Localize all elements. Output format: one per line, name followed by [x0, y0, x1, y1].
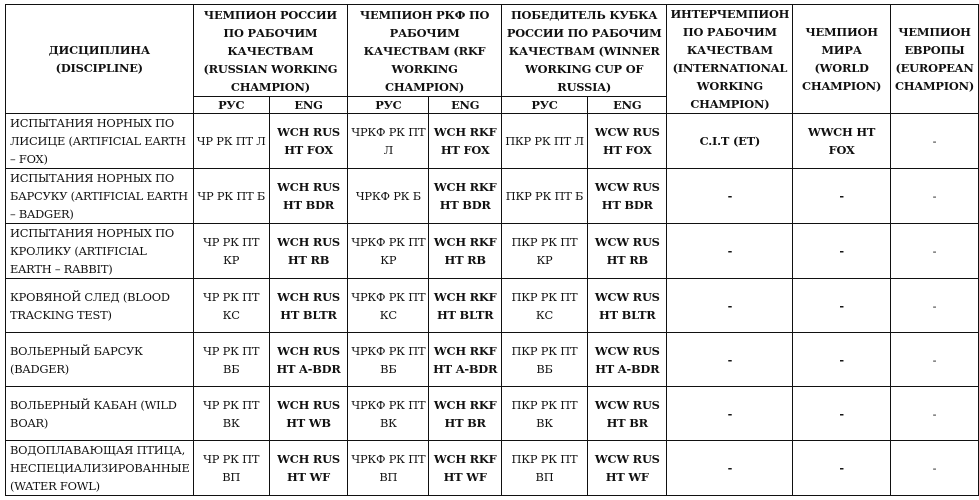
cell-discipline: ИСПЫТАНИЯ НОРНЫХ ПО БАРСУКУ (ARTIFICIAL …: [5, 168, 194, 224]
cell-europe: -: [889, 440, 979, 496]
cell-international: -: [666, 223, 794, 279]
cell-cup-eng: WCW RUS HT RB: [587, 223, 668, 279]
cell-international: -: [666, 386, 794, 441]
header-discipline: ДИСЦИПЛИНА (DISCIPLINE): [5, 4, 194, 114]
cell-international: C.I.T (ET): [666, 113, 794, 169]
cell-discipline: ИСПЫТАНИЯ НОРНЫХ ПО КРОЛИКУ (ARTIFICIAL …: [5, 223, 194, 279]
cell-international: -: [666, 332, 794, 387]
cell-rkf-rus: ЧРКФ РК ПТ ВБ: [347, 332, 430, 387]
cell-world: -: [792, 278, 891, 333]
cell-world: -: [792, 223, 891, 279]
cell-cup-rus: ПКР РК ПТ Б: [500, 168, 589, 224]
header-russian-champion: ЧЕМПИОН РОССИИ ПО РАБОЧИМ КАЧЕСТВАМ (RUS…: [192, 4, 349, 97]
cell-ru-eng: WCH RUS HT WF: [268, 440, 349, 496]
table-row: ВОЛЬЕРНЫЙ КАБАН (WILD BOAR) ЧР РК ПТ ВК WC…: [5, 386, 979, 441]
cell-discipline: КРОВЯНОЙ СЛЕД (BLOOD TRACKING TEST): [5, 278, 194, 333]
table-body: ИСПЫТАНИЯ НОРНЫХ ПО ЛИСИЦЕ (ARTIFICIAL E…: [5, 113, 979, 496]
cell-cup-eng: WCW RUS HT WF: [587, 440, 668, 496]
cell-cup-rus: ПКР РК ПТ ВП: [500, 440, 589, 496]
cell-discipline: ВОЛЬЕРНЫЙ БАРСУК (BADGER): [5, 332, 194, 387]
cell-discipline: ВОДОПЛАВАЮЩАЯ ПТИЦА, НЕСПЕЦИАЛИЗИРОВАННЫ…: [5, 440, 194, 496]
subheader-eng: ENG: [268, 96, 349, 114]
cell-rkf-rus: ЧРКФ РК ПТ КР: [347, 223, 430, 279]
cell-cup-rus: ПКР РК ПТ ВК: [500, 386, 589, 441]
cell-ru-eng: WCH RUS HT RB: [268, 223, 349, 279]
cell-international: -: [666, 168, 794, 224]
cell-ru-rus: ЧР РК ПТ КС: [192, 278, 270, 333]
titles-table: ДИСЦИПЛИНА (DISCIPLINE) ЧЕМПИОН РОССИИ П…: [5, 4, 979, 496]
header-europe: ЧЕМПИОН ЕВРОПЫ (EUROPEAN CHAMPION): [889, 4, 979, 114]
cell-world: -: [792, 332, 891, 387]
cell-cup-rus: ПКР РК ПТ Л: [500, 113, 589, 169]
cell-world: -: [792, 168, 891, 224]
cell-cup-rus: ПКР РК ПТ ВБ: [500, 332, 589, 387]
cell-cup-eng: WCW RUS HT BLTR: [587, 278, 668, 333]
cell-cup-rus: ПКР РК ПТ КР: [500, 223, 589, 279]
header-cup-winner: ПОБЕДИТЕЛЬ КУБКА РОССИИ ПО РАБОЧИМ КАЧЕС…: [500, 4, 668, 97]
cell-rkf-eng: WCH RKF HT BLTR: [428, 278, 502, 333]
subheader-rus: РУС: [347, 96, 430, 114]
cell-europe: -: [889, 386, 979, 441]
cell-rkf-rus: ЧРКФ РК ПТ ВК: [347, 386, 430, 441]
cell-ru-rus: ЧР РК ПТ Б: [192, 168, 270, 224]
cell-cup-eng: WCW RUS HT BDR: [587, 168, 668, 224]
subheader-rus: РУС: [500, 96, 589, 114]
cell-cup-rus: ПКР РК ПТ КС: [500, 278, 589, 333]
cell-ru-eng: WCH RUS HT BLTR: [268, 278, 349, 333]
cell-international: -: [666, 278, 794, 333]
cell-europe: -: [889, 278, 979, 333]
cell-cup-eng: WCW RUS HT FOX: [587, 113, 668, 169]
subheader-rus: РУС: [192, 96, 270, 114]
cell-world: -: [792, 386, 891, 441]
cell-ru-rus: ЧР РК ПТ ВК: [192, 386, 270, 441]
cell-rkf-eng: WCH RKF HT A-BDR: [428, 332, 502, 387]
header-international: ИНТЕРЧЕМПИОН ПО РАБОЧИМ КАЧЕСТВАМ (INTER…: [666, 4, 794, 114]
cell-ru-rus: ЧР РК ПТ Л: [192, 113, 270, 169]
table-row: ИСПЫТАНИЯ НОРНЫХ ПО КРОЛИКУ (ARTIFICIAL …: [5, 223, 979, 279]
cell-ru-eng: WCH RUS HT WB: [268, 386, 349, 441]
table-row: ВОЛЬЕРНЫЙ БАРСУК (BADGER) ЧР РК ПТ ВБ WCH …: [5, 332, 979, 387]
header-rkf-champion: ЧЕМПИОН РКФ ПО РАБОЧИМ КАЧЕСТВАМ (RKF WO…: [347, 4, 502, 97]
header-world: ЧЕМПИОН МИРА (WORLD CHAMPION): [792, 4, 891, 114]
cell-ru-eng: WCH RUS HT A-BDR: [268, 332, 349, 387]
cell-discipline: ИСПЫТАНИЯ НОРНЫХ ПО ЛИСИЦЕ (ARTIFICIAL E…: [5, 113, 194, 169]
cell-rkf-rus: ЧРКФ РК ПТ Л: [347, 113, 430, 169]
cell-rkf-rus: ЧРКФ РК ПТ КС: [347, 278, 430, 333]
table-row: ИСПЫТАНИЯ НОРНЫХ ПО БАРСУКУ (ARTIFICIAL …: [5, 168, 979, 224]
cell-europe: -: [889, 168, 979, 224]
cell-cup-eng: WCW RUS HT BR: [587, 386, 668, 441]
table-row: ИСПЫТАНИЯ НОРНЫХ ПО ЛИСИЦЕ (ARTIFICIAL E…: [5, 113, 979, 169]
cell-ru-rus: ЧР РК ПТ КР: [192, 223, 270, 279]
cell-ru-eng: WCH RUS HT BDR: [268, 168, 349, 224]
cell-rkf-eng: WCH RKF HT FOX: [428, 113, 502, 169]
table-row: ВОДОПЛАВАЮЩАЯ ПТИЦА, НЕСПЕЦИАЛИЗИРОВАННЫ…: [5, 440, 979, 496]
cell-europe: -: [889, 223, 979, 279]
cell-discipline: ВОЛЬЕРНЫЙ КАБАН (WILD BOAR): [5, 386, 194, 441]
cell-ru-rus: ЧР РК ПТ ВБ: [192, 332, 270, 387]
cell-cup-eng: WCW RUS HT A-BDR: [587, 332, 668, 387]
cell-rkf-rus: ЧРКФ РК Б: [347, 168, 430, 224]
cell-rkf-eng: WCH RKF HT BR: [428, 386, 502, 441]
cell-international: -: [666, 440, 794, 496]
cell-rkf-rus: ЧРКФ РК ПТ ВП: [347, 440, 430, 496]
cell-europe: -: [889, 113, 979, 169]
cell-rkf-eng: WCH RKF HT RB: [428, 223, 502, 279]
subheader-eng: ENG: [428, 96, 502, 114]
cell-europe: -: [889, 332, 979, 387]
cell-ru-eng: WCH RUS HT FOX: [268, 113, 349, 169]
table-row: КРОВЯНОЙ СЛЕД (BLOOD TRACKING TEST) ЧР РК…: [5, 278, 979, 333]
cell-rkf-eng: WCH RKF HT WF: [428, 440, 502, 496]
cell-world: -: [792, 440, 891, 496]
cell-rkf-eng: WCH RKF HT BDR: [428, 168, 502, 224]
subheader-eng: ENG: [587, 96, 668, 114]
cell-world: WWCH HT FOX: [792, 113, 891, 169]
cell-ru-rus: ЧР РК ПТ ВП: [192, 440, 270, 496]
